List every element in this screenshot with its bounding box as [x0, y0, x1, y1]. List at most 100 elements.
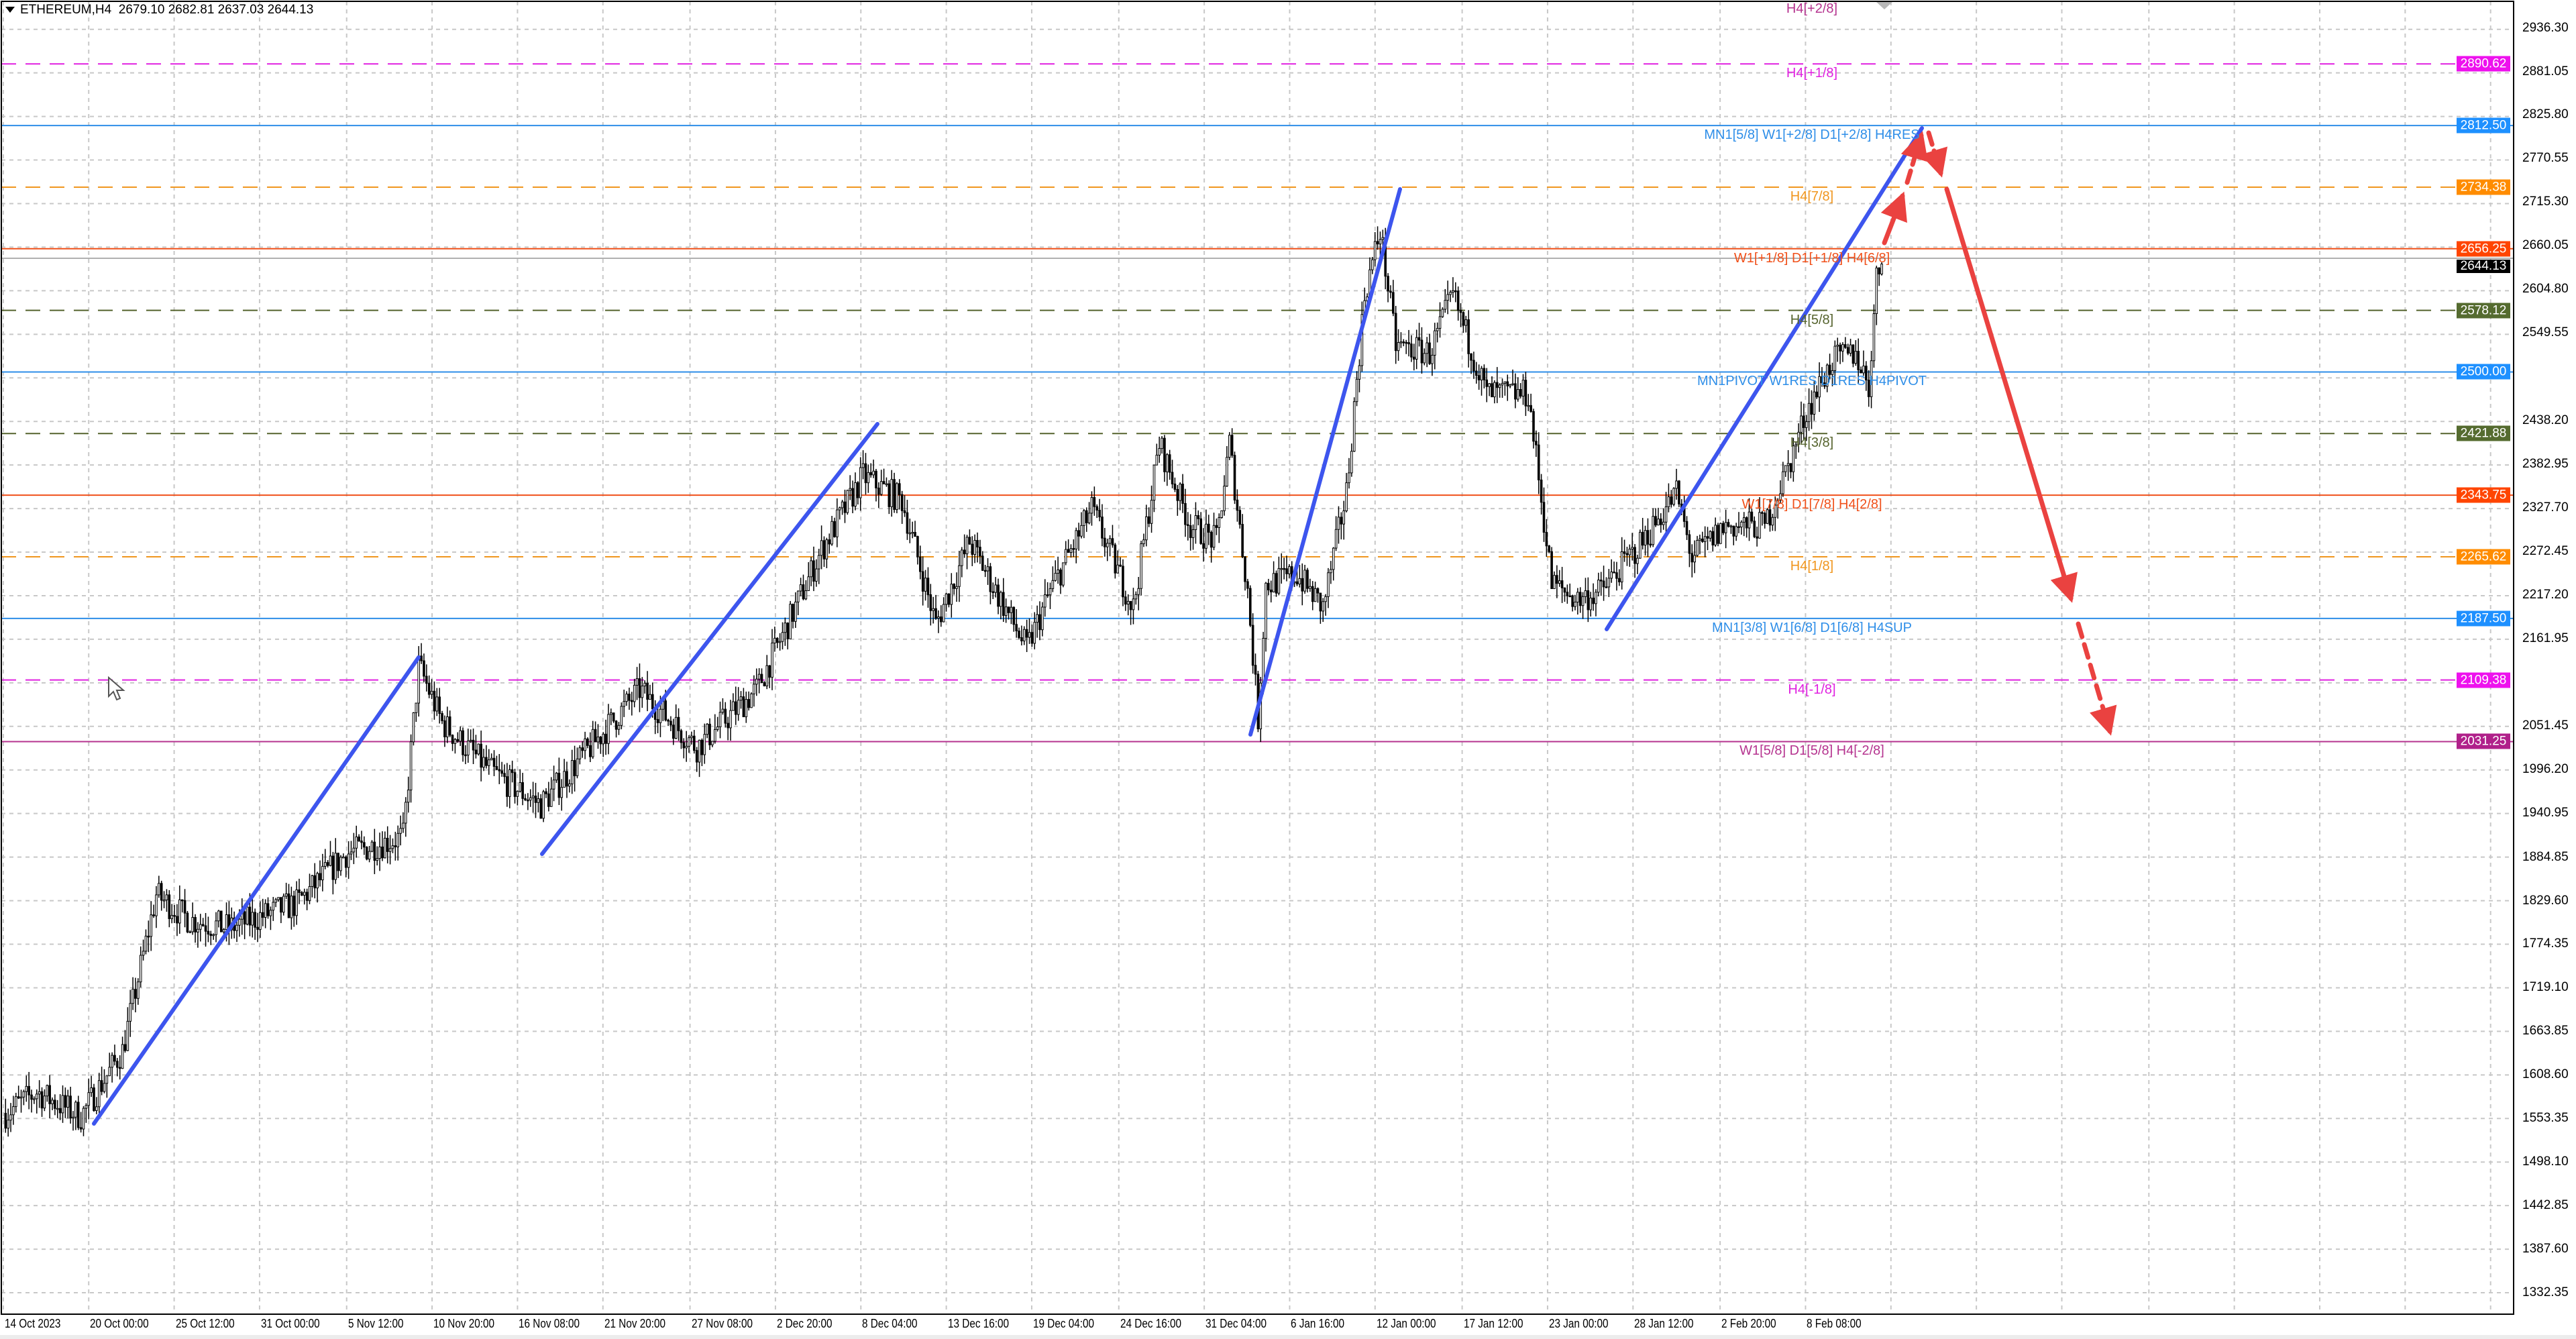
candle-body	[1721, 523, 1725, 533]
candle-body	[1576, 592, 1579, 603]
candle-body	[1262, 638, 1265, 684]
time-tick-label: 13 Dec 16:00	[947, 1317, 1009, 1330]
candle-body	[1069, 548, 1073, 553]
chart-shift-marker-icon[interactable]	[1876, 1, 1893, 9]
candle-body	[1568, 595, 1572, 598]
candle-body	[1140, 543, 1142, 589]
candle-body	[1041, 606, 1044, 631]
candle-body	[1267, 582, 1270, 590]
candle-body	[664, 700, 667, 720]
candle-body	[1145, 516, 1148, 541]
forecast-arrow-down-dashed[interactable]	[1920, 130, 1948, 178]
candle-body	[1854, 351, 1858, 364]
trendline-3[interactable]	[1248, 187, 1402, 737]
candle-body	[718, 712, 722, 727]
candle-body	[1452, 290, 1454, 293]
price-tick-label: 2770.55	[2522, 151, 2569, 166]
candle-body	[4, 1112, 7, 1129]
candle-body	[1602, 580, 1605, 588]
candle-body	[1277, 568, 1281, 594]
candle-body	[235, 924, 238, 931]
candle-body	[1865, 366, 1868, 381]
forecast-arrow-up-dashed[interactable]	[1900, 131, 1929, 185]
candle-body	[1784, 465, 1787, 472]
candle-body	[1696, 540, 1699, 556]
candle-body	[142, 951, 145, 956]
candle-body	[1454, 290, 1457, 292]
candle-body	[373, 841, 376, 861]
candle-body	[1779, 493, 1782, 501]
candle-body	[1173, 483, 1177, 490]
candle-body	[466, 741, 470, 756]
candle-body	[446, 716, 449, 737]
candle-body	[771, 643, 773, 678]
candle-body	[1701, 538, 1704, 542]
trendline-2[interactable]	[540, 422, 879, 856]
candle-body	[1756, 536, 1758, 539]
time-tick-label: 16 Nov 08:00	[519, 1317, 580, 1330]
candle-body	[1563, 587, 1566, 593]
candle-body	[1589, 597, 1593, 610]
candle-body	[1212, 525, 1216, 548]
forecast-arrow-down-solid[interactable]	[1944, 186, 2078, 603]
candle-body	[1077, 530, 1080, 537]
candle-body	[1714, 525, 1717, 545]
candle-body	[796, 590, 800, 602]
trendline-4[interactable]	[1605, 126, 1924, 631]
candle-body	[1540, 479, 1543, 503]
forecast-arrow-down-dashed-2[interactable]	[2076, 621, 2117, 736]
candle-body	[1345, 482, 1348, 512]
price-tick-label: 2825.80	[2522, 107, 2569, 122]
candle-body	[1163, 437, 1166, 472]
candle-body	[1786, 463, 1790, 466]
candle-body	[552, 780, 555, 790]
candle-body	[643, 682, 647, 687]
candle-body	[1241, 524, 1244, 557]
candle-body	[763, 682, 766, 686]
time-tick-label: 31 Oct 00:00	[260, 1317, 320, 1330]
candle-body	[812, 560, 815, 582]
price-tick-label: 1663.85	[2522, 1024, 2569, 1038]
candle-body	[1506, 381, 1509, 386]
candle-body	[753, 684, 755, 694]
level-label: H4[-1/8]	[1788, 682, 1836, 697]
candle-body	[427, 683, 431, 695]
candle-body	[1181, 484, 1184, 504]
forecast-arrow-up-solid[interactable]	[1880, 191, 1907, 246]
candle-body	[1036, 614, 1038, 623]
level-label: W1[7/8] D1[7/8] H4[2/8]	[1741, 497, 1882, 513]
candle-body	[277, 897, 280, 900]
candle-body	[61, 1095, 64, 1114]
forecast-arrows[interactable]	[1880, 130, 2117, 736]
candle-body	[578, 747, 582, 759]
price-tick-label: 2161.95	[2522, 631, 2569, 645]
candle-body	[1641, 531, 1644, 546]
candle-body	[1387, 276, 1389, 292]
candle-body	[1825, 364, 1829, 387]
candle-body	[199, 924, 202, 930]
candle-body	[573, 760, 576, 776]
candle-body	[646, 682, 649, 700]
status-strip	[0, 1335, 2576, 1339]
candle-body	[1711, 531, 1715, 545]
candle-body	[1054, 573, 1057, 581]
candle-body	[1599, 580, 1603, 582]
candle-body	[381, 846, 384, 859]
candle-body	[667, 719, 669, 722]
level-price-box: 2187.50	[2457, 610, 2510, 627]
trendlines[interactable]	[92, 126, 1924, 1126]
candle-body	[614, 720, 618, 730]
candle-body	[407, 790, 410, 803]
candle-body	[1662, 521, 1665, 525]
trendline-1[interactable]	[92, 655, 421, 1126]
candle-body	[1841, 344, 1844, 352]
candle-body	[953, 584, 955, 589]
candle-body	[989, 566, 992, 592]
candle-body	[864, 463, 867, 484]
triangle-down-icon[interactable]	[5, 7, 15, 13]
candle-body	[879, 481, 883, 495]
candle-body	[685, 745, 688, 749]
candle-body	[1059, 570, 1062, 586]
candle-body	[14, 1096, 17, 1108]
